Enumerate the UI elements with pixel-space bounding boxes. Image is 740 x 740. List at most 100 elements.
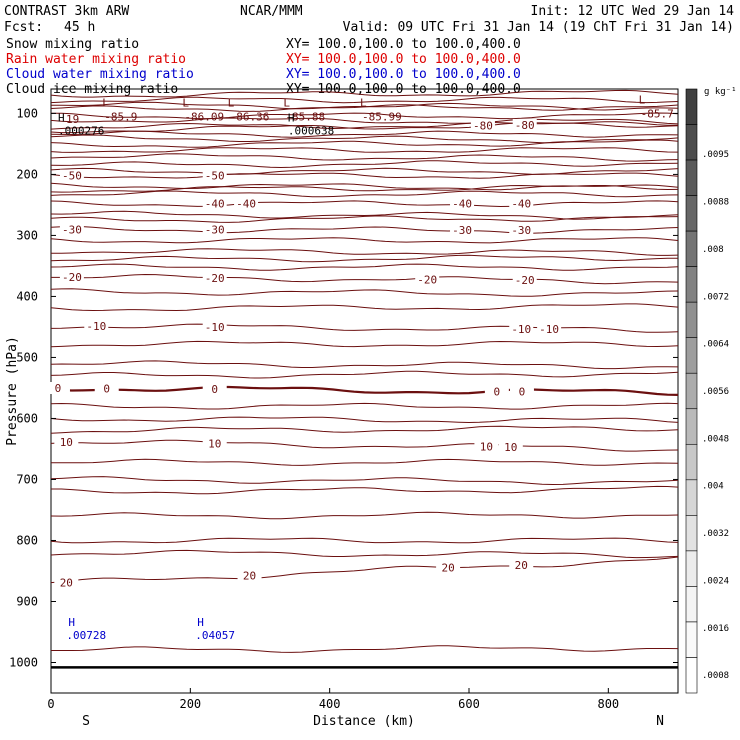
cloud-water-high-value: .04057: [195, 629, 235, 642]
cloud-ice-high-letter: H: [288, 111, 295, 124]
contour-line: [50, 385, 679, 396]
contour-line: [50, 556, 679, 584]
cloud-ice-high-value: .000638: [288, 124, 334, 137]
contour-label-bg: [202, 223, 227, 236]
contour-label-bg: [450, 197, 475, 210]
colorbar: .0095 .0088 .008 .0072 .0064 .0056 .0048 .004 .0…: [685, 88, 729, 694]
contour-label-bg: [509, 322, 534, 335]
isoline: [50, 214, 679, 223]
contour-label: 10: [504, 441, 517, 454]
contour-label: -30: [452, 224, 472, 237]
contour-label: -80: [473, 119, 493, 132]
contour-label: -30: [62, 223, 82, 236]
contour-label-bg: [237, 569, 262, 582]
low-value: -85.88: [285, 110, 325, 123]
colorbar-swatch: [685, 195, 698, 232]
contour-label: 0: [519, 386, 526, 399]
center-label: NCAR/MMM: [240, 4, 303, 19]
cloud-water-high-value: .00728: [66, 629, 106, 642]
colorbar-swatch: [685, 124, 698, 161]
contour-line: [51, 273, 679, 285]
y-tick-label: 500: [16, 350, 38, 364]
contour-line: [50, 225, 679, 234]
isoline: [50, 130, 679, 138]
colorbar-swatch: [685, 88, 698, 125]
contour-label: -40: [205, 198, 225, 211]
isoline: [50, 254, 678, 263]
contour-label-bg: [202, 320, 227, 333]
contour-label-bg: [484, 385, 509, 398]
field-xy-cloud-water: XY= 100.0,100.0 to 100.0,400.0: [286, 67, 521, 82]
isoline: [50, 117, 679, 125]
colorbar-swatch: [685, 159, 698, 196]
contour-label: -80: [515, 119, 535, 132]
isoline: [50, 167, 679, 175]
colorbar-label: .008: [702, 245, 724, 255]
colorbar-swatch: [685, 408, 698, 445]
isoline: [50, 104, 679, 112]
colorbar-label: .0008: [702, 671, 729, 681]
contour-label: -10: [205, 321, 225, 334]
y-tick-label: 300: [16, 228, 38, 242]
contour-label: 10: [208, 438, 221, 451]
cloud-ice-high-letter: H: [58, 111, 65, 124]
colorbar-label: .0056: [702, 387, 729, 397]
contour-label: 10: [60, 436, 73, 449]
colorbar-label: .0032: [702, 529, 729, 539]
y-tick-label: 600: [16, 411, 38, 425]
colorbar-swatch: [685, 550, 698, 587]
init-time: Init: 12 UTC Wed 29 Jan 14: [531, 4, 735, 19]
contour-label: 20: [243, 569, 256, 582]
low-letter: L: [639, 93, 646, 106]
isoline: [50, 153, 679, 162]
isoline: [50, 370, 679, 379]
low-value: -85.7: [641, 107, 674, 120]
isoline: [50, 147, 679, 153]
contour-label-bg: [45, 382, 70, 395]
marker-19: 19: [66, 113, 79, 126]
contour-label: 0: [103, 382, 110, 395]
isoline: [50, 402, 679, 410]
isoline: [50, 210, 679, 220]
isoline: [50, 263, 679, 271]
contour-label-bg: [509, 197, 534, 210]
isoline: [50, 237, 679, 244]
colorbar-label: .0048: [702, 434, 729, 444]
cloud-water-high-letter: H: [197, 616, 204, 629]
contour-label: 0: [211, 383, 218, 396]
field-xy-snow: XY= 100.0,100.0 to 100.0,400.0: [286, 37, 521, 52]
isoline: [51, 645, 679, 653]
field-name-cloud-water: Cloud water mixing ratio: [6, 67, 194, 82]
north-end-label: N: [656, 714, 664, 729]
contour-label: -20: [62, 271, 82, 284]
x-axis: 0 200 400 600 800: [47, 688, 619, 711]
contour-label: -40: [452, 198, 472, 211]
y-tick-label: 700: [16, 472, 38, 486]
forecast-hours: 45 h: [64, 20, 95, 35]
x-tick-label: 0: [47, 697, 54, 711]
contour-label-bg: [512, 274, 537, 287]
contour-label-bg: [509, 224, 534, 237]
colorbar-swatch: [685, 372, 698, 410]
temperature-contours: 0 0 0 0 0 -10 -10 -10 -10 10 10 10 10 -20 -20 -20 -20 20 2…: [45, 118, 679, 590]
contour-label: -50: [62, 170, 82, 183]
contour-line: [50, 511, 679, 520]
contour-label: 20: [60, 577, 73, 590]
contour-label-bg: [54, 576, 79, 589]
isoline: [50, 416, 679, 424]
plot-area: 0 0 0 0 0 -10 -10 -10 -10 10 10 10 10 -20 -20 -20 -20 20 2…: [45, 88, 679, 694]
isoline: [51, 485, 679, 495]
y-tick-label: 800: [16, 533, 38, 547]
colorbar-label: .0016: [702, 624, 729, 634]
contour-label: 10: [480, 441, 493, 454]
low-letter: L: [228, 96, 235, 109]
contour-line: [50, 323, 679, 333]
colorbar-swatch: [685, 621, 698, 658]
contour-label: -40: [511, 198, 531, 211]
y-tick-label: 900: [16, 594, 38, 608]
contour-label: -20: [417, 273, 437, 286]
contour-label: -30: [511, 224, 531, 237]
colorbar-label: .004: [702, 482, 724, 492]
contour-label-bg: [498, 441, 523, 454]
